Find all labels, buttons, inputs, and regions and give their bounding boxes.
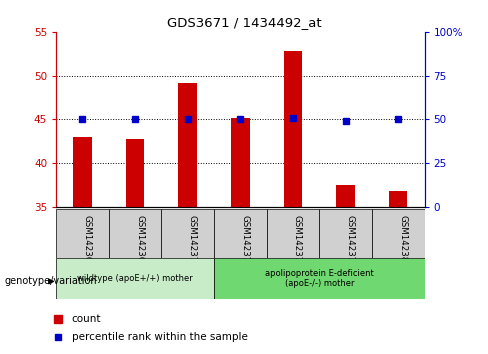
Text: GDS3671 / 1434492_at: GDS3671 / 1434492_at xyxy=(167,16,321,29)
Bar xyxy=(266,209,319,258)
Bar xyxy=(214,258,425,299)
Text: GSM142370: GSM142370 xyxy=(188,215,197,268)
Text: count: count xyxy=(72,314,101,325)
Bar xyxy=(214,209,266,258)
Text: GSM142372: GSM142372 xyxy=(240,215,249,268)
Text: GSM142367: GSM142367 xyxy=(82,215,91,268)
Bar xyxy=(162,209,214,258)
Text: GSM142369: GSM142369 xyxy=(135,215,144,267)
Text: GSM142376: GSM142376 xyxy=(346,215,355,268)
Text: genotype/variation: genotype/variation xyxy=(5,276,98,286)
Bar xyxy=(73,137,92,207)
Bar xyxy=(179,83,197,207)
Bar xyxy=(109,209,162,258)
Bar xyxy=(389,191,407,207)
Bar xyxy=(56,209,109,258)
Bar xyxy=(126,139,144,207)
Bar xyxy=(56,258,214,299)
Text: percentile rank within the sample: percentile rank within the sample xyxy=(72,332,247,342)
Text: GSM142380: GSM142380 xyxy=(398,215,407,268)
Text: wildtype (apoE+/+) mother: wildtype (apoE+/+) mother xyxy=(77,274,193,283)
Bar xyxy=(319,209,372,258)
Text: apolipoprotein E-deficient
(apoE-/-) mother: apolipoprotein E-deficient (apoE-/-) mot… xyxy=(265,269,374,289)
Bar xyxy=(284,51,302,207)
Text: GSM142374: GSM142374 xyxy=(293,215,302,268)
Bar xyxy=(336,185,355,207)
Bar xyxy=(231,118,249,207)
Bar xyxy=(372,209,425,258)
